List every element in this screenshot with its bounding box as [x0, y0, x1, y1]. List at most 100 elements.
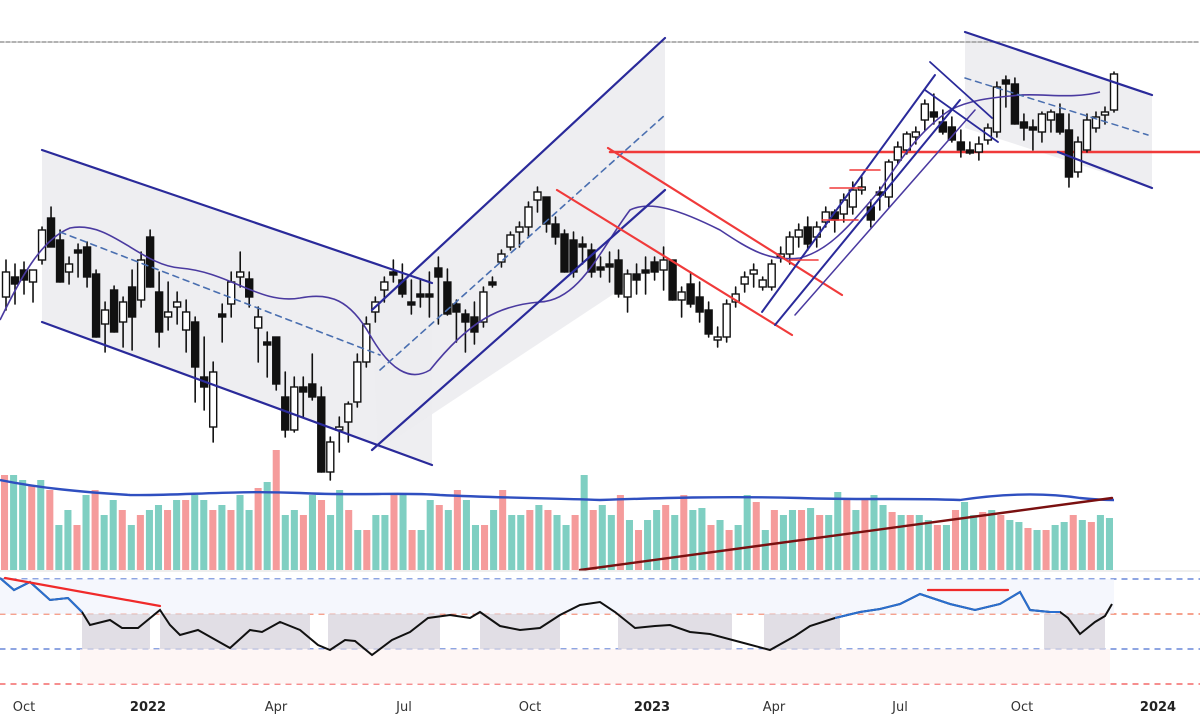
candle-body	[560, 233, 569, 273]
volume-bar	[979, 512, 987, 570]
candle-body	[217, 313, 227, 318]
volume-bar	[951, 510, 960, 570]
volume-bar	[1042, 530, 1050, 570]
candle-body	[380, 281, 389, 291]
volume-bar	[345, 510, 353, 570]
volume-bar	[535, 505, 543, 570]
candle-body	[965, 149, 975, 154]
volume-bar	[571, 515, 579, 570]
volume-bar	[299, 515, 307, 570]
candle-body	[668, 259, 677, 301]
candle-body	[308, 383, 317, 398]
volume-bar	[471, 525, 480, 570]
x-axis-label: Oct	[12, 700, 36, 715]
volume-bar	[73, 525, 81, 570]
candle-body	[920, 103, 930, 121]
candle-body	[848, 189, 857, 208]
candle-body	[37, 229, 47, 261]
candle-body	[974, 143, 984, 153]
volume-bar	[1051, 525, 1059, 570]
channel-upper-pullback-2023	[929, 61, 993, 119]
volume-bar	[399, 495, 407, 570]
volume-bar	[1033, 530, 1041, 570]
volume-bar	[354, 530, 362, 570]
candle-body	[488, 281, 497, 286]
rsi-line-overbought-segment	[0, 577, 83, 613]
channel-upper-flag-2023	[963, 30, 1154, 97]
volume-bar	[227, 510, 235, 570]
candle-body	[659, 259, 668, 271]
channel-mid-ascending-2022	[379, 114, 666, 371]
candle-body	[326, 441, 335, 473]
volume-bar	[363, 530, 371, 570]
candle-body	[650, 261, 659, 273]
volume-bar	[490, 510, 498, 570]
candle-body	[353, 361, 362, 403]
volume-bar	[761, 530, 769, 570]
candle-body	[1100, 111, 1110, 116]
volume-bar	[906, 515, 914, 570]
volume-bar	[10, 475, 18, 570]
channel-lower-flag-2023	[1056, 150, 1154, 190]
volume-bar	[1069, 515, 1077, 570]
volume-bar	[625, 520, 633, 570]
candle-body	[677, 291, 686, 301]
candle-body	[73, 249, 83, 254]
volume-bar	[426, 500, 434, 570]
volume-bar	[290, 510, 298, 570]
volume-bar	[644, 520, 652, 570]
volume-bar	[390, 495, 398, 570]
x-axis-label: 2024	[1139, 700, 1177, 715]
rsi-upper-zone	[0, 579, 1114, 614]
candle-body	[452, 303, 461, 313]
channel-upper-ascending-2022	[370, 36, 667, 312]
channel-inner-ascending-2023	[794, 109, 976, 316]
candle-body	[398, 279, 407, 295]
rsi-line-strong-segment	[834, 590, 1060, 619]
channel-fill-ascending-2022	[372, 40, 665, 450]
x-axis-label: 2023	[633, 700, 671, 715]
candle-body	[109, 289, 119, 333]
volume-bar	[263, 482, 271, 570]
candle-body	[91, 273, 101, 338]
volume-bar	[100, 515, 108, 570]
rsi-neutral-zone	[328, 614, 440, 649]
volume-moving-average-short	[0, 478, 1115, 502]
volume-bar	[91, 490, 99, 570]
volume-bar	[888, 512, 896, 570]
volume-bar	[662, 505, 670, 570]
candle-body	[758, 279, 767, 288]
candle-body	[82, 246, 92, 278]
candle-body	[884, 161, 893, 198]
volume-bar	[517, 515, 525, 570]
candle-body	[533, 191, 542, 201]
candle-body	[163, 311, 173, 318]
candle-body	[686, 283, 695, 305]
candle-body	[605, 263, 614, 268]
candle-body	[506, 234, 515, 248]
x-axis-label: Apr	[264, 700, 288, 715]
candle-body	[1028, 126, 1038, 131]
volume-moving-average-long	[578, 496, 1114, 572]
candle-body	[956, 141, 966, 151]
candle-body	[55, 239, 65, 283]
volume-bar	[580, 475, 588, 570]
candle-body	[992, 86, 1002, 133]
candle-body	[1001, 79, 1011, 85]
volume-bar	[272, 450, 280, 570]
volume-bar	[924, 520, 932, 570]
volume-bar	[653, 510, 661, 570]
volume-bar	[145, 510, 153, 570]
candle-body	[749, 269, 758, 275]
volume-bar	[453, 490, 461, 570]
candle-body	[227, 281, 236, 305]
candle-body	[362, 323, 371, 363]
candle-body	[722, 303, 731, 338]
volume-bar	[852, 510, 860, 570]
volume-bar	[462, 500, 470, 570]
candle-body	[542, 196, 551, 225]
channel-lower-red-2023	[555, 188, 794, 337]
volume-bar	[408, 530, 416, 570]
channel-lower-descending-2022	[40, 320, 434, 467]
candle-body	[443, 281, 452, 315]
